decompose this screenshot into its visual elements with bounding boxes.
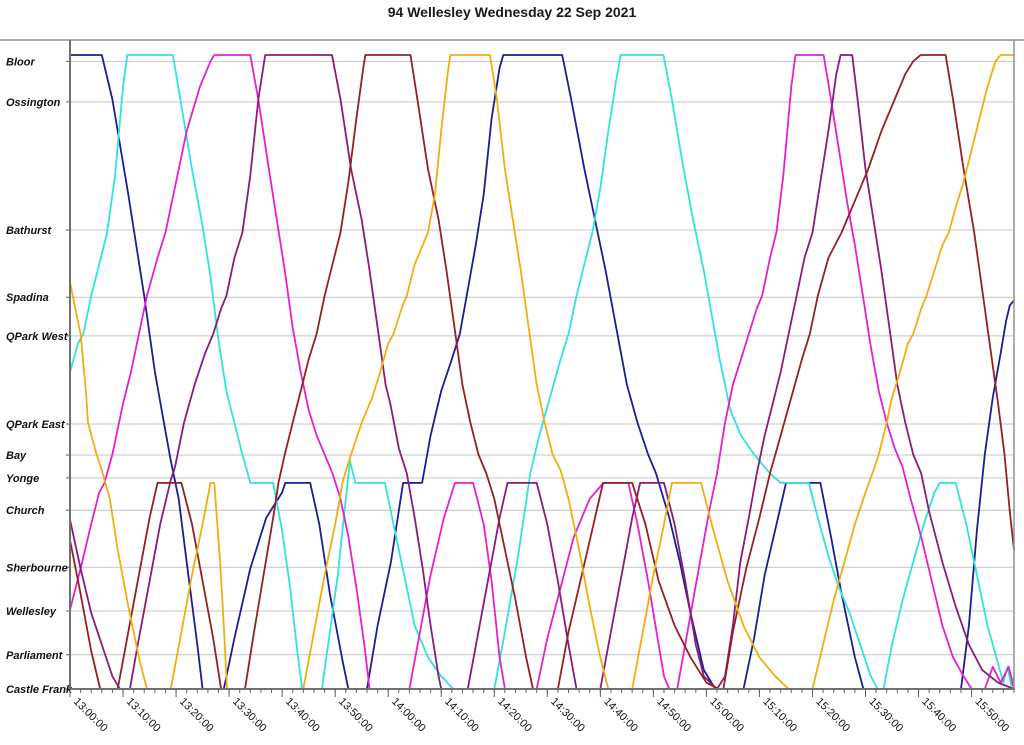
time-tick-label: 13:20:00 — [177, 696, 216, 735]
time-tick-label: 14:40:00 — [601, 696, 640, 735]
time-tick-label: 14:50:00 — [654, 696, 693, 735]
stop-label: Bloor — [6, 56, 35, 68]
trace-vehicle-maroon — [69, 54, 1015, 690]
time-tick-label: 15:20:00 — [813, 696, 852, 735]
stop-label: Bathurst — [6, 225, 53, 237]
time-tick-label: 14:10:00 — [442, 696, 481, 735]
stop-label: Parliament — [6, 650, 64, 662]
stop-label: QPark East — [6, 419, 66, 431]
stop-label: Spadina — [6, 292, 49, 304]
trace-vehicle-navy — [69, 54, 1015, 690]
time-tick-label: 13:30:00 — [230, 696, 269, 735]
time-tick-label: 13:40:00 — [283, 696, 322, 735]
time-tick-label: 15:50:00 — [972, 696, 1011, 735]
trace-vehicle-purple — [69, 54, 1015, 690]
stop-label: Wellesley — [6, 606, 57, 618]
chart-title: 94 Wellesley Wednesday 22 Sep 2021 — [387, 4, 637, 20]
stop-label: Yonge — [6, 473, 39, 485]
time-tick-label: 13:10:00 — [124, 696, 163, 735]
time-tick-label: 14:00:00 — [389, 696, 428, 735]
stop-label: Sherbourne — [6, 562, 68, 574]
time-tick-label: 14:20:00 — [495, 696, 534, 735]
stop-label: Ossington — [6, 97, 61, 109]
stop-label: Bay — [6, 450, 27, 462]
trace-vehicle-cyan — [69, 54, 1015, 690]
stop-label: Church — [6, 505, 45, 517]
time-tick-label: 13:00:00 — [71, 696, 110, 735]
time-tick-label: 15:00:00 — [707, 696, 746, 735]
trace-vehicle-gold — [69, 54, 1015, 690]
time-tick-label: 15:30:00 — [866, 696, 905, 735]
time-tick-label: 15:10:00 — [760, 696, 799, 735]
stop-label: QPark West — [6, 331, 69, 343]
stop-label: Castle Frank — [6, 684, 73, 696]
time-tick-label: 14:30:00 — [548, 696, 587, 735]
trace-vehicle-magenta — [69, 54, 1015, 690]
time-tick-label: 13:50:00 — [336, 696, 375, 735]
time-tick-label: 15:40:00 — [919, 696, 958, 735]
